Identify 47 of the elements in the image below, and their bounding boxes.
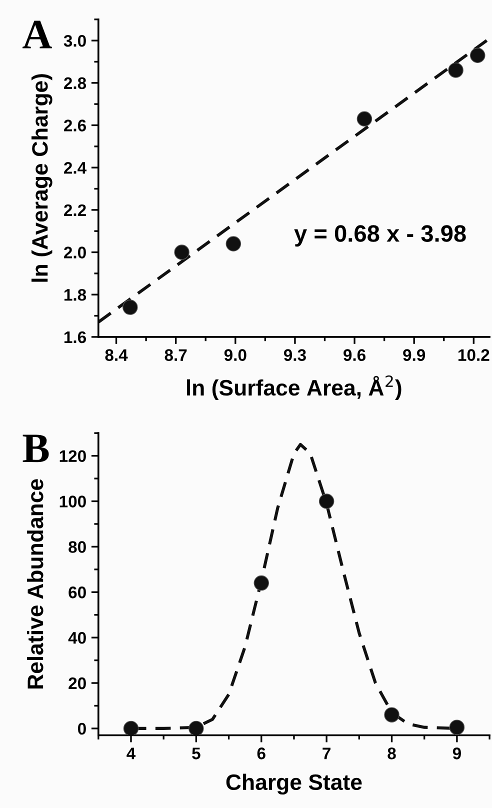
x-tick-label: 9.6 [344, 349, 366, 361]
point [174, 244, 190, 260]
chart-title: B [22, 434, 49, 462]
x-tick-label: 9 [452, 748, 461, 760]
x-tick-label: 9.9 [403, 349, 426, 361]
y-tick-label: 120 [60, 450, 86, 462]
x-tick-label: 8.7 [164, 349, 187, 361]
point [254, 575, 270, 591]
point [449, 720, 465, 735]
y-tick-label: 60 [68, 586, 86, 598]
x-tick-label: 7 [322, 748, 330, 760]
point [188, 720, 204, 736]
x-tick-label: 10.2 [458, 349, 490, 361]
point [318, 494, 334, 509]
x-tick-label: 9.0 [224, 349, 246, 361]
y-tick-label: 3.0 [64, 34, 86, 47]
x-axis-title: Charge State [226, 774, 362, 795]
x-axis-title: ln (Surface Area, Å$^{2}$) [186, 375, 402, 400]
point [356, 111, 372, 127]
x-tick-label: 9.3 [284, 349, 306, 362]
x-tick-label: 6 [257, 748, 266, 760]
chart-title: A [22, 20, 52, 48]
x-tick-label: 8 [388, 748, 396, 760]
y-axis-title: ln (Average Charge) [32, 74, 52, 282]
point [122, 300, 138, 315]
x-tick-label: 5 [192, 748, 200, 760]
x-tick-label: 4 [126, 748, 136, 760]
point [123, 720, 139, 736]
point [470, 48, 486, 64]
y-tick-label: 1.6 [64, 331, 86, 344]
annotation: y = 0.68 x - 3.98 [294, 225, 466, 247]
y-tick-label: 100 [60, 496, 86, 508]
y-tick-label: 40 [68, 632, 86, 644]
x-tick-label: 8.4 [105, 349, 128, 361]
y-tick-label: 2.8 [64, 77, 86, 90]
point [384, 707, 400, 722]
y-tick-label: 2.4 [64, 162, 87, 174]
point [226, 236, 242, 252]
y-tick-label: 20 [68, 677, 86, 690]
y-tick-label: 2.2 [64, 204, 86, 216]
y-tick-label: 0 [78, 722, 86, 735]
point [448, 62, 464, 78]
y-tick-label: 80 [68, 541, 86, 553]
y-tick-label: 2.0 [64, 246, 86, 258]
y-axis-title: Relative Abundance [26, 479, 44, 688]
y-tick-label: 1.8 [64, 289, 86, 301]
y-tick-label: 2.6 [64, 120, 86, 132]
